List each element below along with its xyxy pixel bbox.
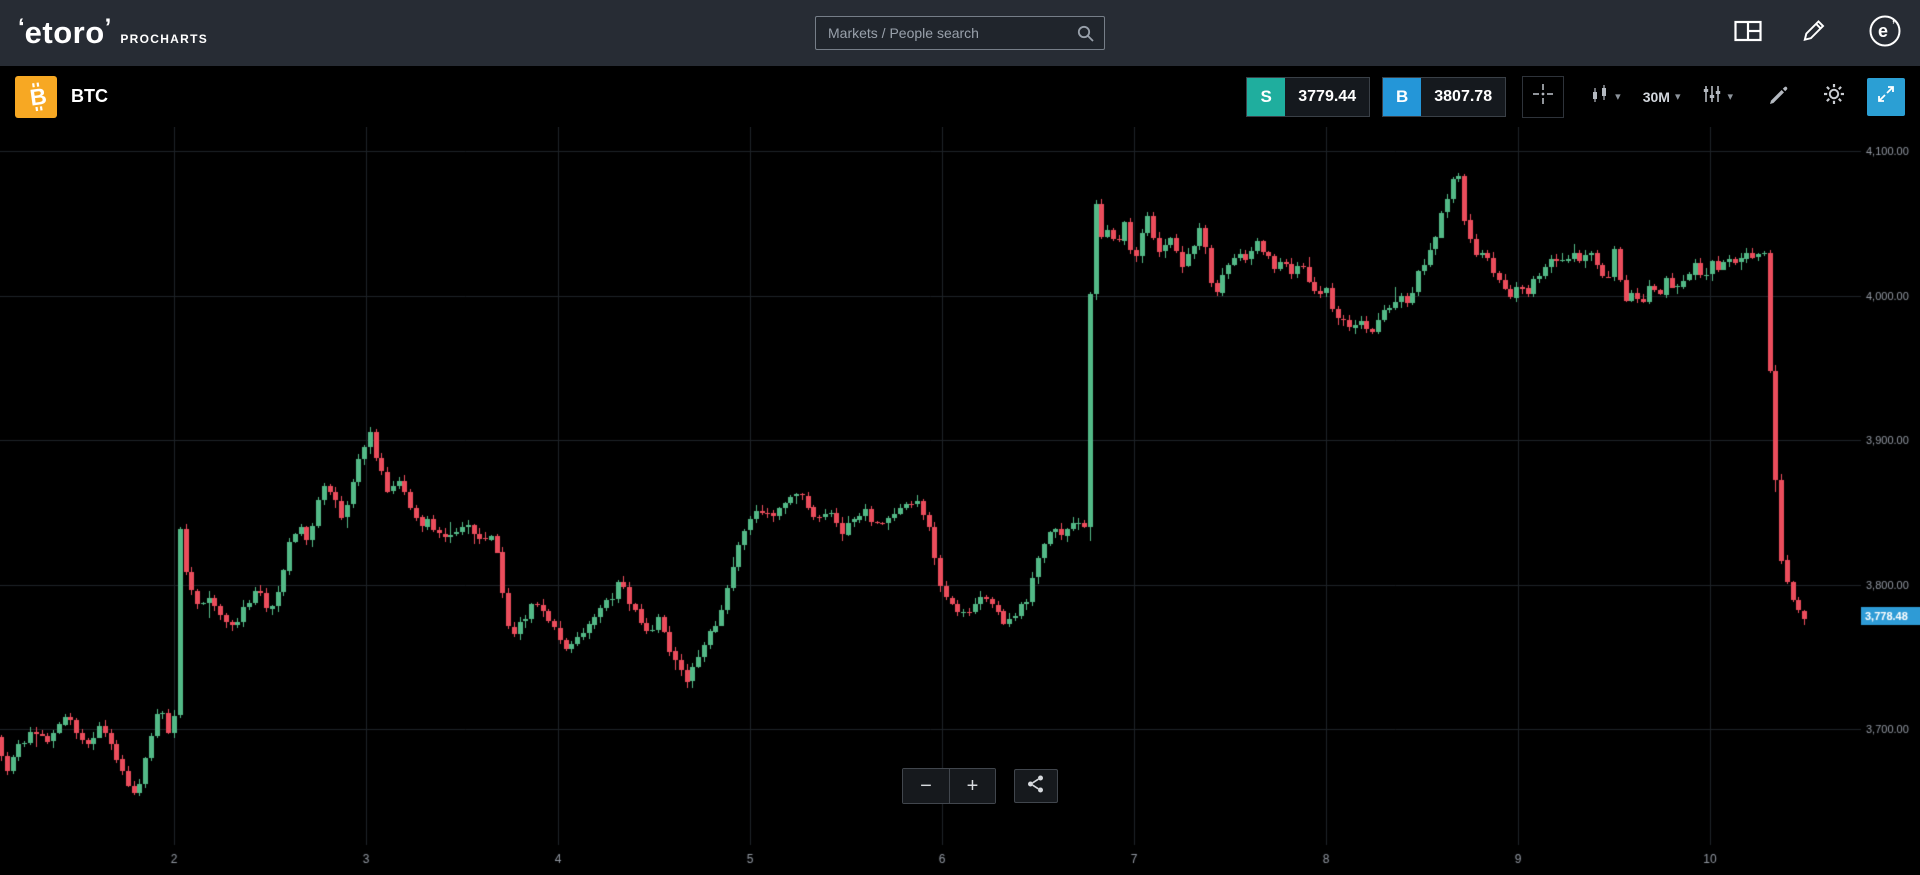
buy-button[interactable]: B 3807.78 (1382, 76, 1507, 117)
candlestick-chart[interactable] (0, 127, 1920, 875)
etoro-logo[interactable]: ‘ etoro ’ PROCHARTS (18, 14, 209, 51)
expand-arrows-icon (1876, 84, 1896, 109)
sell-badge: S (1247, 77, 1286, 116)
drawing-tools-button[interactable] (1757, 76, 1799, 118)
draw-button[interactable] (1802, 18, 1828, 49)
chart-type-button[interactable]: ▾ (1582, 76, 1629, 118)
instrument-label: BTC (71, 86, 108, 106)
toolbar-controls: S 3779.44 B 3807.78 (1246, 75, 1905, 118)
logo-text: etoro (24, 15, 105, 50)
chevron-down-icon: ▾ (1615, 91, 1621, 103)
share-button[interactable] (1014, 769, 1058, 803)
indicators-button[interactable]: ▾ (1694, 76, 1741, 118)
buy-badge: B (1383, 77, 1422, 116)
profile-button[interactable]: e ’ (1868, 14, 1902, 53)
search-box (815, 16, 1105, 50)
svg-text:’: ’ (1892, 19, 1895, 31)
etoro-bull-icon: e ’ (1868, 14, 1902, 53)
bitcoin-icon: B (15, 75, 57, 118)
search-icon[interactable] (1075, 23, 1096, 49)
layout-button[interactable] (1734, 19, 1762, 48)
sell-button[interactable]: S 3779.44 (1246, 76, 1371, 117)
instrument-header: B BTC (15, 75, 108, 118)
chevron-down-icon: ▾ (1727, 91, 1733, 103)
chart-area: − + (0, 127, 1920, 875)
pencil-icon (1802, 18, 1828, 49)
bull-horn-left-icon: ‘ (18, 14, 25, 41)
gear-icon (1823, 83, 1845, 110)
crosshair-button[interactable] (1522, 75, 1565, 118)
procharts-label: PROCHARTS (120, 32, 209, 46)
zoom-out-button[interactable]: − (903, 769, 949, 803)
zoom-in-button[interactable]: + (949, 769, 995, 803)
sell-price: 3779.44 (1285, 77, 1370, 116)
svg-text:B: B (28, 82, 48, 110)
chart-toolbar: B BTC S 3779.44 B 3807.78 (0, 66, 1920, 127)
search-input[interactable] (816, 17, 1104, 49)
zoom-controls: − + (902, 768, 1058, 804)
buy-price: 3807.78 (1421, 77, 1506, 116)
indicators-icon (1702, 84, 1722, 109)
crosshair-icon (1532, 83, 1554, 110)
timeframe-button[interactable]: 30M ▾ (1635, 76, 1689, 118)
share-icon (1026, 774, 1046, 799)
zoom-group: − + (902, 768, 996, 804)
expand-button[interactable] (1867, 77, 1905, 116)
candlestick-style-icon (1590, 84, 1610, 109)
topbar-actions: e ’ (1734, 14, 1902, 53)
svg-text:e: e (1878, 21, 1888, 41)
top-bar: ‘ etoro ’ PROCHARTS (0, 0, 1920, 66)
timeframe-label: 30M (1642, 88, 1670, 105)
chevron-down-icon: ▾ (1674, 91, 1681, 103)
settings-button[interactable] (1813, 76, 1855, 118)
brush-icon (1767, 83, 1789, 110)
layout-grid-icon (1734, 19, 1762, 48)
bull-horn-right-icon: ’ (104, 14, 112, 41)
